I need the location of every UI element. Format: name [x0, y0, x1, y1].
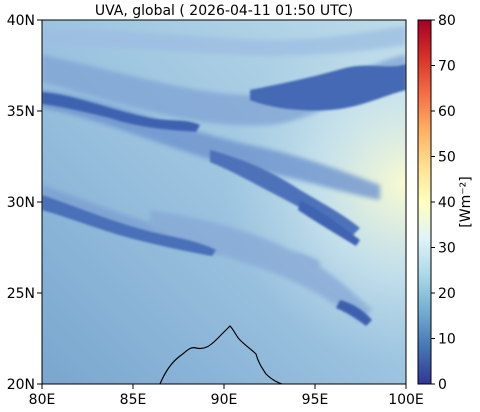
dense-clouds	[42, 64, 406, 326]
x-tick-label: 100E	[388, 392, 424, 408]
colorbar-tick-label: 80	[438, 13, 456, 29]
y-tick-label: 25N	[7, 286, 35, 302]
colorbar-tick-label: 20	[438, 286, 456, 302]
colorbar-tick-label: 10	[438, 332, 456, 348]
colorbar	[417, 19, 432, 385]
colorbar-tick-label: 0	[438, 377, 447, 393]
colorbar-tick-label: 50	[438, 150, 456, 166]
colorbar-label: [Wm⁻²]	[458, 176, 474, 227]
colorbar-tick-label: 40	[438, 195, 456, 211]
y-axis: 20N 25N 30N 35N 40N	[7, 13, 42, 393]
y-tick-label: 30N	[7, 195, 35, 211]
x-tick-label: 85E	[120, 392, 147, 408]
x-axis: 80E 85E 90E 95E 100E	[29, 384, 424, 408]
y-tick-label: 20N	[7, 377, 35, 393]
x-tick-label: 90E	[211, 392, 238, 408]
colorbar-tick-label: 70	[438, 59, 456, 75]
colorbar-tick-label: 30	[438, 241, 456, 257]
x-tick-label: 80E	[29, 392, 56, 408]
y-tick-label: 35N	[7, 104, 35, 120]
coastline	[159, 325, 283, 384]
map-title: UVA, global ( 2026-04-11 01:50 UTC)	[95, 3, 353, 19]
colorbar-axis: 0 10 20 30 40 50 60 70 80	[431, 13, 456, 393]
uva-field	[42, 20, 406, 384]
y-tick-label: 40N	[7, 13, 35, 29]
x-tick-label: 95E	[302, 392, 329, 408]
colorbar-tick-label: 60	[438, 104, 456, 120]
